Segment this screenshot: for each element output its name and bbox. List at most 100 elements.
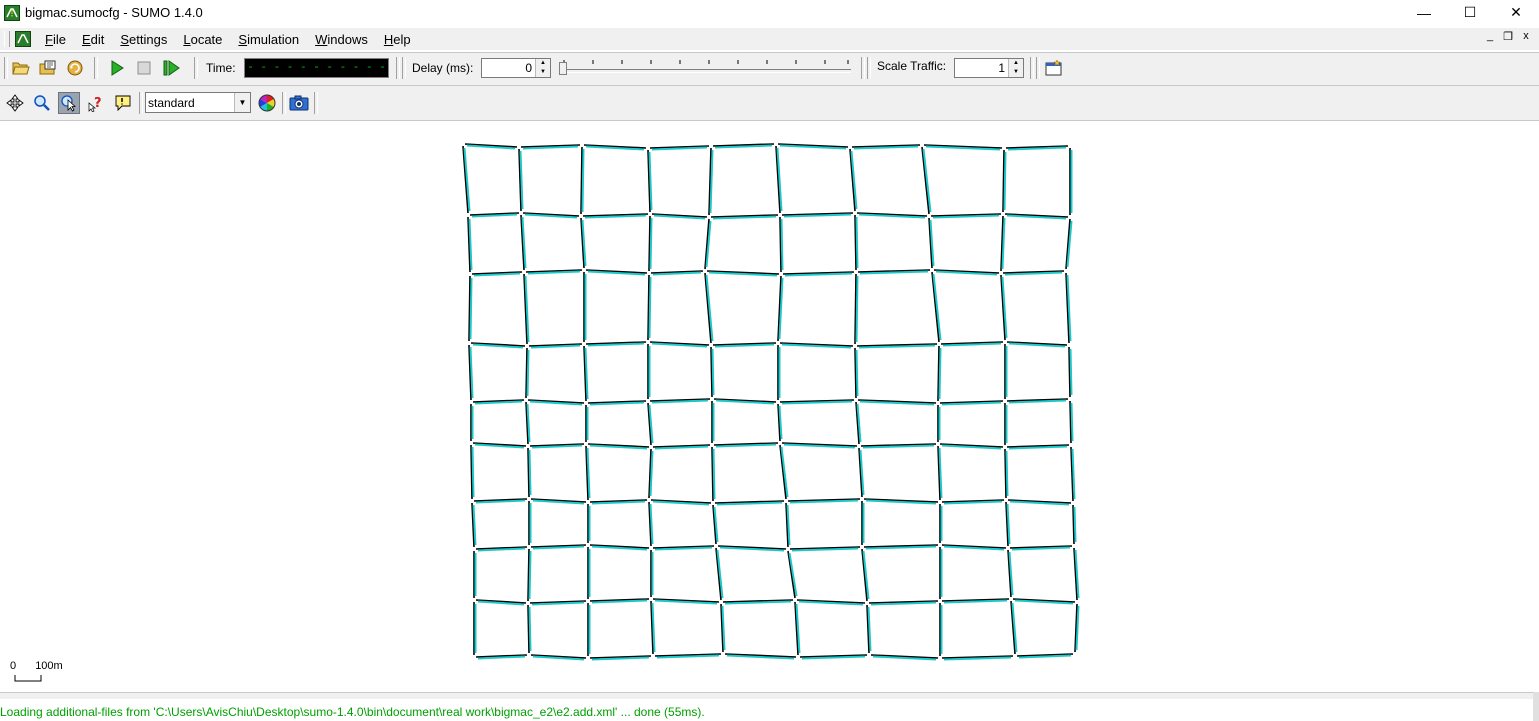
road-edge[interactable] — [939, 443, 1004, 448]
road-edge[interactable] — [854, 347, 857, 399]
road-edge[interactable] — [717, 545, 787, 550]
detector-lane[interactable] — [1006, 214, 1067, 220]
road-edge[interactable] — [530, 544, 587, 548]
detector-lane[interactable] — [585, 145, 645, 151]
road-edge[interactable] — [868, 600, 939, 604]
road-edge[interactable] — [1068, 346, 1071, 398]
detector-lane[interactable] — [855, 349, 859, 397]
road-edge[interactable] — [704, 272, 712, 344]
detector-lane[interactable] — [941, 444, 1002, 450]
road-edge[interactable] — [1006, 341, 1068, 346]
detector-lane[interactable] — [591, 545, 648, 551]
mdi-minimize-button[interactable]: _ — [1486, 30, 1494, 42]
menu-grip[interactable] — [4, 31, 10, 47]
detector-lane[interactable] — [473, 272, 521, 277]
road-edge[interactable] — [649, 341, 710, 346]
detector-lane[interactable] — [1001, 217, 1006, 270]
road-edge[interactable] — [796, 599, 866, 604]
road-edge[interactable] — [710, 346, 713, 398]
road-edge[interactable] — [522, 212, 580, 217]
detector-lane[interactable] — [648, 276, 652, 339]
detector-lane[interactable] — [929, 219, 935, 267]
menu-edit[interactable]: Edit — [81, 31, 105, 47]
detector-lane[interactable] — [711, 348, 715, 396]
road-edge[interactable] — [713, 398, 777, 403]
road-edge[interactable] — [530, 498, 587, 503]
road-edge[interactable] — [467, 216, 471, 273]
road-edge[interactable] — [933, 269, 1000, 274]
color-scheme-select[interactable]: standard ▼ — [145, 92, 251, 113]
road-edge[interactable] — [649, 145, 710, 149]
detector-lane[interactable] — [795, 603, 801, 654]
road-edge[interactable] — [799, 654, 868, 658]
menu-help[interactable]: Help — [383, 31, 411, 47]
road-edge[interactable] — [529, 600, 587, 604]
mdi-close-button[interactable]: x — [1523, 30, 1529, 42]
locate-button[interactable] — [58, 92, 80, 114]
road-edge[interactable] — [863, 544, 939, 548]
road-edge[interactable] — [589, 655, 652, 659]
road-edge[interactable] — [937, 345, 940, 402]
road-edge[interactable] — [787, 550, 796, 599]
detector-lane[interactable] — [586, 447, 591, 499]
road-edge[interactable] — [468, 344, 472, 401]
new-view-button[interactable] — [1043, 57, 1065, 79]
road-edge[interactable] — [527, 447, 530, 498]
road-edge[interactable] — [724, 653, 797, 658]
road-edge[interactable] — [928, 217, 933, 269]
detector-lane[interactable] — [855, 216, 859, 269]
detector-lane[interactable] — [778, 277, 784, 340]
detector-lane[interactable] — [524, 213, 578, 219]
detector-lane[interactable] — [652, 500, 710, 506]
road-edge[interactable] — [861, 548, 868, 602]
detector-lane[interactable] — [532, 499, 585, 505]
reload-button[interactable] — [64, 57, 86, 79]
road-edge[interactable] — [779, 342, 854, 347]
menu-locate[interactable]: Locate — [183, 31, 223, 47]
road-edge[interactable] — [1074, 603, 1078, 653]
road-edge[interactable] — [475, 546, 528, 550]
detector-lane[interactable] — [724, 600, 792, 605]
road-edge[interactable] — [787, 498, 861, 502]
chevron-down-icon[interactable]: ▼ — [234, 93, 250, 112]
road-edge[interactable] — [711, 446, 714, 502]
road-edge[interactable] — [651, 213, 708, 218]
detector-lane[interactable] — [471, 213, 518, 218]
detector-lane[interactable] — [781, 343, 852, 349]
spin-up-icon[interactable]: ▲ — [1013, 60, 1019, 66]
detector-lane[interactable] — [938, 347, 942, 400]
recenter-view-button[interactable] — [4, 92, 26, 114]
road-edge[interactable] — [722, 599, 794, 603]
detector-lane[interactable] — [798, 600, 864, 606]
road-edge[interactable] — [648, 215, 651, 272]
road-edge[interactable] — [1002, 149, 1005, 213]
detector-lane[interactable] — [784, 272, 853, 277]
road-edge[interactable] — [860, 443, 937, 447]
menu-simulation[interactable]: Simulation — [238, 31, 300, 47]
detector-lane[interactable] — [712, 448, 716, 500]
road-edge[interactable] — [1007, 549, 1012, 598]
road-edge[interactable] — [779, 216, 782, 273]
detector-lane[interactable] — [474, 400, 523, 405]
road-edge[interactable] — [527, 548, 530, 602]
detector-lane[interactable] — [780, 218, 784, 271]
detector-lane[interactable] — [941, 401, 1002, 406]
road-edge[interactable] — [1065, 272, 1070, 344]
road-edge[interactable] — [923, 144, 1003, 149]
detector-lane[interactable] — [1066, 274, 1072, 342]
detector-lane[interactable] — [870, 601, 937, 606]
road-edge[interactable] — [585, 269, 648, 274]
road-edge[interactable] — [525, 269, 583, 273]
detector-lane[interactable] — [715, 399, 775, 405]
detector-lane[interactable] — [587, 342, 645, 347]
run-button[interactable] — [106, 57, 128, 79]
detector-lane[interactable] — [526, 349, 530, 397]
road-edge[interactable] — [939, 400, 1004, 404]
road-edge[interactable] — [777, 143, 849, 148]
detector-lane[interactable] — [1008, 342, 1066, 348]
detector-lane[interactable] — [474, 443, 525, 449]
detector-lane[interactable] — [528, 550, 532, 600]
detector-lane[interactable] — [712, 215, 777, 220]
detector-lane[interactable] — [1009, 500, 1070, 506]
detector-lane[interactable] — [932, 214, 1000, 219]
